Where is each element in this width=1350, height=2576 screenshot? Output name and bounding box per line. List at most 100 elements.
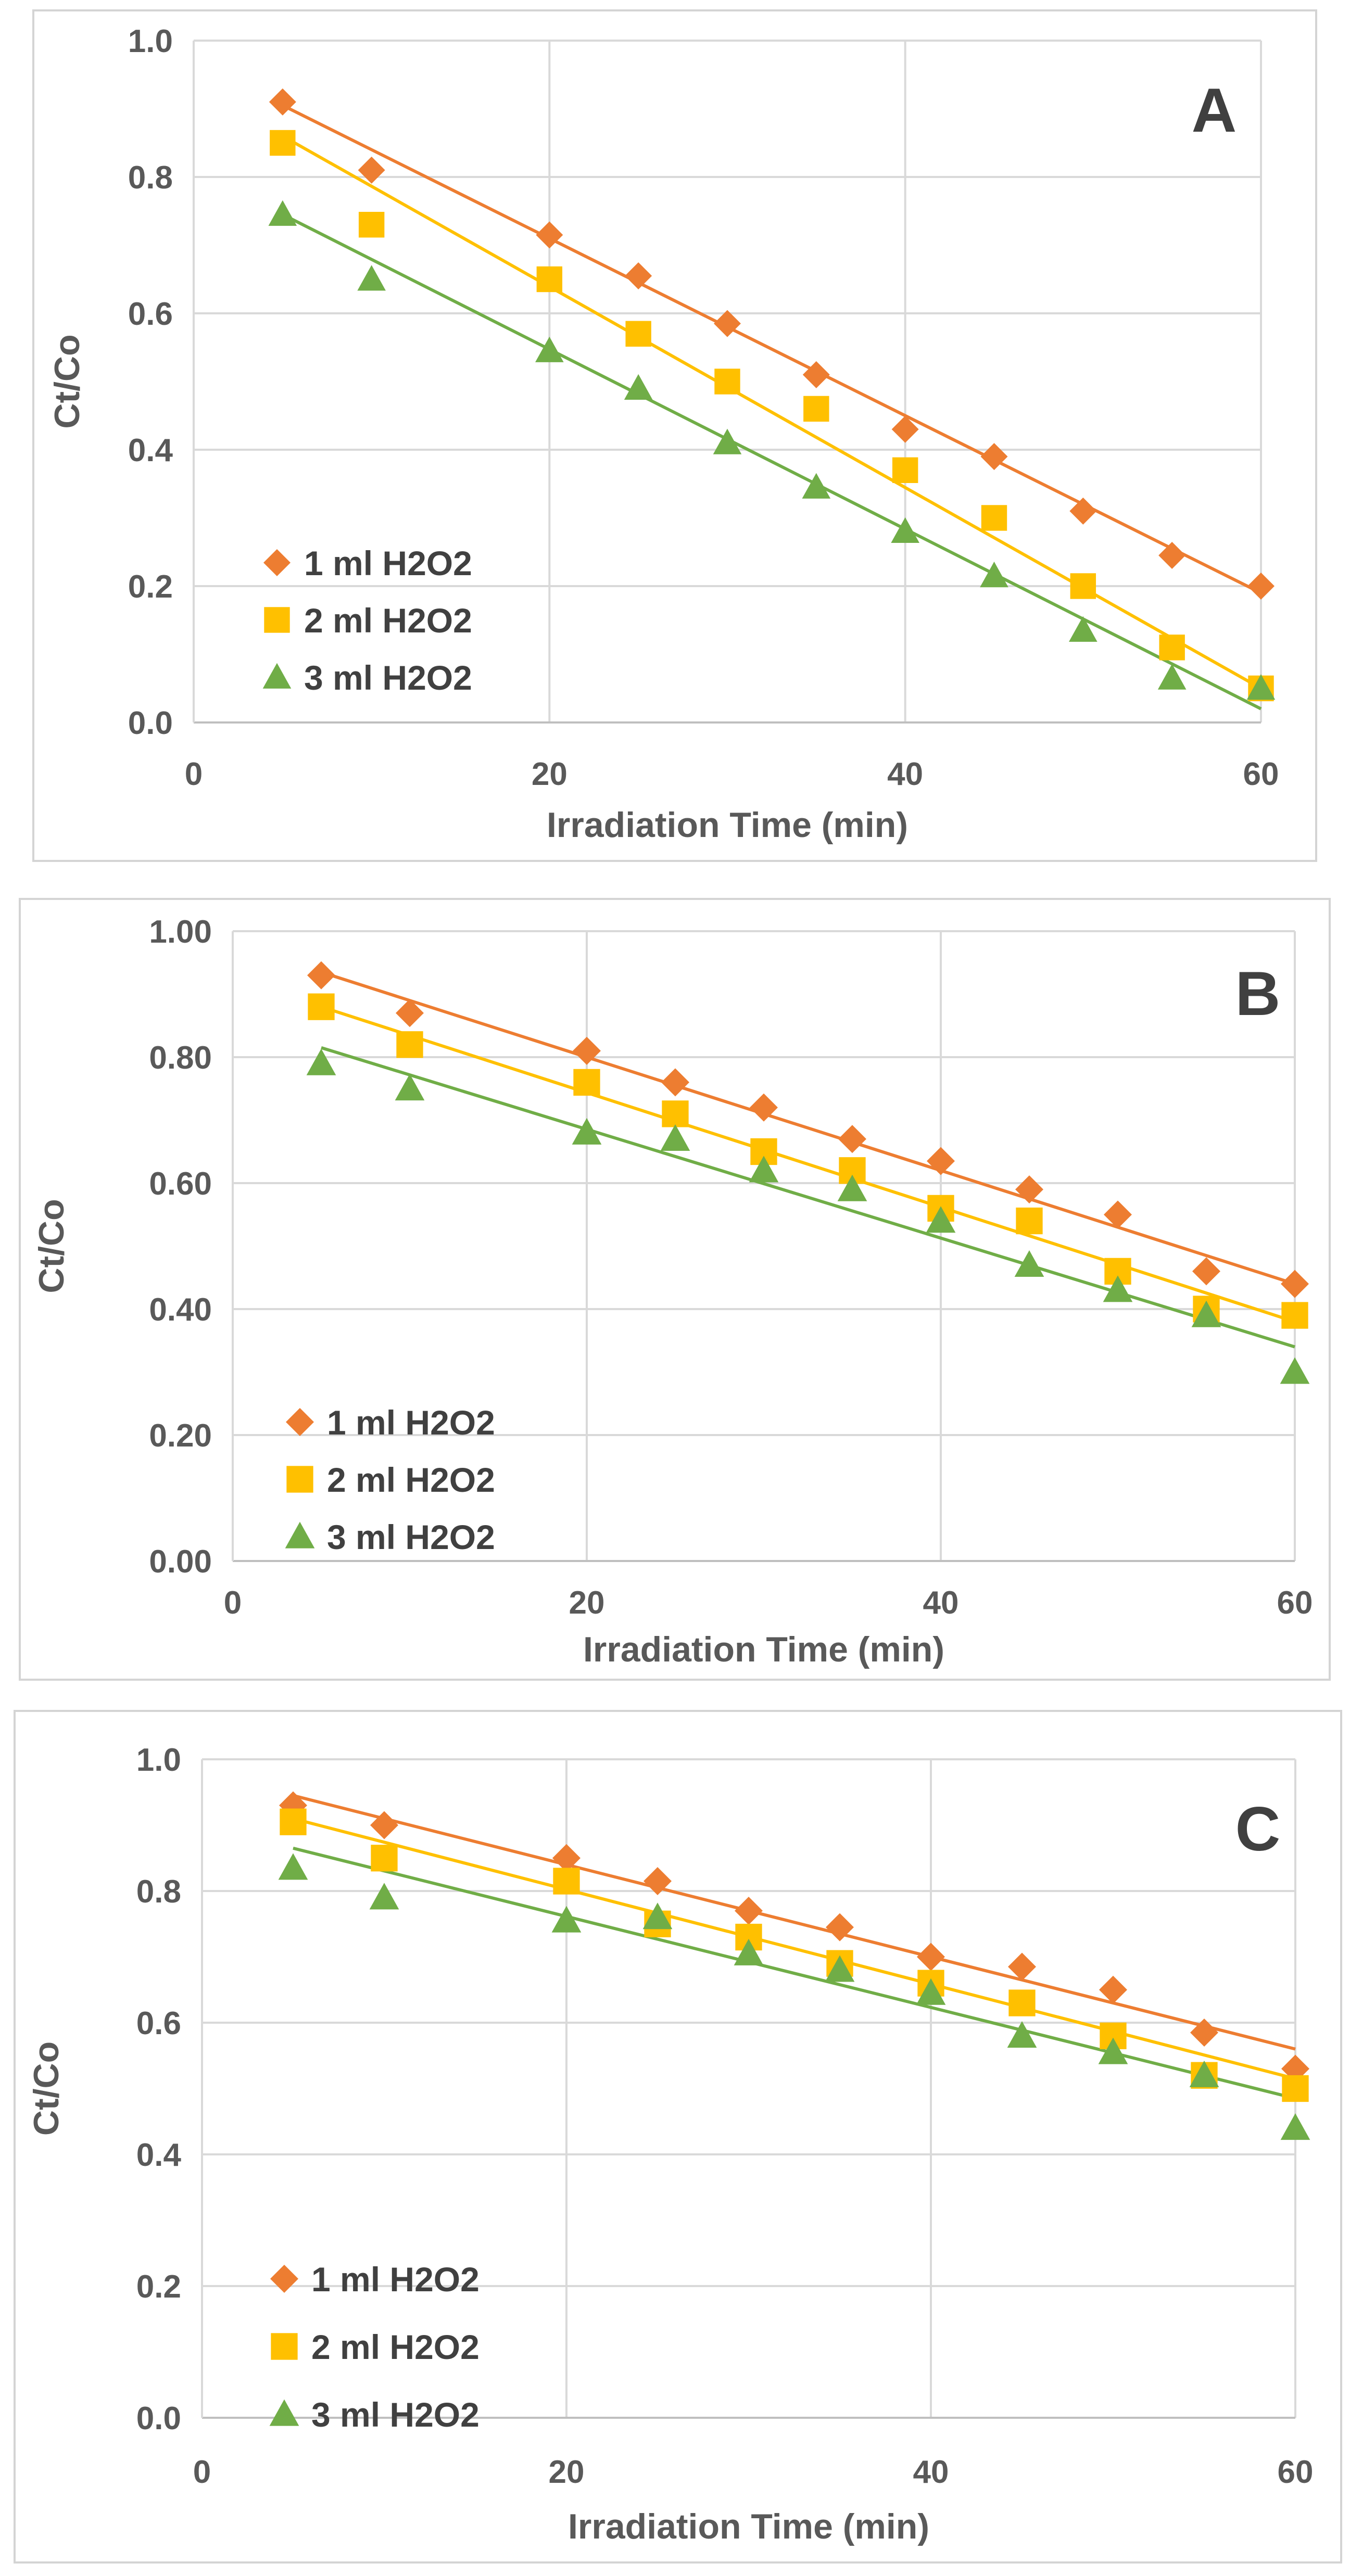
- data-point-series-1-4: [750, 1093, 778, 1122]
- data-point-series-2-6: [892, 457, 918, 483]
- data-point-series-3-9: [1157, 664, 1187, 690]
- data-point-series-3-7: [980, 562, 1008, 588]
- data-point-series-2-1: [358, 212, 385, 238]
- chart-panel-c: 0.0 0.2 0.4 0.6 0.8 1.0 0 20 40 60 Irradiation Tim…: [27, 1742, 1314, 2546]
- data-point-series-2-2: [553, 1868, 580, 1895]
- data-point-series-3-0: [278, 1853, 308, 1880]
- data-point-series-1-3: [661, 1068, 689, 1097]
- x-tick-label-1: 20: [549, 2454, 585, 2490]
- data-point-series-1-4: [735, 1896, 763, 1925]
- data-point-series-1-5: [802, 361, 830, 388]
- data-point-series-1-9: [1158, 542, 1186, 569]
- data-point-series-3-7: [1007, 2021, 1037, 2048]
- data-point-series-1-9: [1190, 2018, 1218, 2047]
- trendline-series-1: [282, 104, 1262, 594]
- chart-panel-a-frame: [32, 9, 1317, 862]
- chart-panel-a: 0.0 0.2 0.4 0.6 0.8 1.0 0 20 40 60 Irradiation Tim…: [47, 23, 1279, 845]
- data-point-series-3-6: [916, 1978, 946, 2005]
- data-point-series-1-6: [891, 415, 919, 443]
- legend-label-1: 1 ml H2O2: [311, 2260, 480, 2299]
- trendline-series-3: [282, 213, 1262, 710]
- data-point-series-2-7: [981, 505, 1007, 531]
- panel-label-c: C: [1235, 1794, 1281, 1864]
- data-point-series-1-6: [917, 1943, 945, 1971]
- data-point-series-3-1: [395, 1074, 425, 1101]
- panel-label-a: A: [1192, 75, 1237, 145]
- data-point-series-1-8: [1069, 497, 1097, 525]
- legend-label-3: 3 ml H2O2: [311, 2395, 480, 2434]
- data-point-series-3-2: [572, 1118, 602, 1145]
- legend-label-2: 2 ml H2O2: [327, 1461, 495, 1499]
- legend-marker-3: [285, 1521, 315, 1549]
- trendline-series-2: [321, 1005, 1295, 1324]
- trendline-series-2: [293, 1817, 1296, 2080]
- legend-marker-1: [263, 549, 291, 576]
- y-tick-label-1: 0.20: [149, 1418, 212, 1454]
- trendline-series-1: [293, 1794, 1296, 2051]
- data-point-series-3-6: [926, 1206, 956, 1233]
- trendline-series-3: [293, 1846, 1296, 2100]
- data-point-series-3-3: [624, 374, 653, 400]
- y-tick-label-1: 0.2: [128, 569, 173, 605]
- y-tick-label-4: 0.80: [149, 1040, 212, 1076]
- legend-label-1: 1 ml H2O2: [304, 544, 472, 582]
- data-point-series-3-0: [306, 1048, 336, 1075]
- data-point-series-1-0: [307, 961, 335, 989]
- data-point-series-2-2: [573, 1069, 600, 1096]
- data-point-series-3-8: [1069, 616, 1097, 642]
- data-point-series-3-3: [642, 1902, 673, 1930]
- data-point-series-2-10: [1282, 2075, 1309, 2102]
- data-point-series-3-2: [535, 336, 564, 362]
- y-tick-label-0: 0.00: [149, 1544, 212, 1580]
- trendline-series-1: [321, 970, 1295, 1286]
- x-tick-label-2: 40: [913, 2454, 949, 2490]
- data-point-series-1-2: [552, 1844, 581, 1872]
- data-point-series-1-3: [644, 1867, 672, 1896]
- y-axis-title: Ct/Co: [27, 2041, 66, 2136]
- data-point-series-1-1: [358, 156, 385, 184]
- x-tick-label-0: 0: [193, 2454, 211, 2490]
- data-point-series-3-5: [825, 1955, 855, 1982]
- data-point-series-1-7: [1008, 1952, 1036, 1981]
- data-point-series-1-10: [1281, 2054, 1309, 2083]
- y-tick-label-4: 0.8: [136, 1874, 181, 1910]
- data-point-series-1-4: [714, 310, 741, 337]
- data-point-series-3-1: [357, 265, 386, 291]
- legend-marker-1: [286, 1408, 314, 1436]
- data-point-series-2-1: [371, 1845, 398, 1872]
- x-tick-label-0: 0: [185, 756, 203, 792]
- data-point-series-1-3: [625, 262, 652, 289]
- y-tick-label-2: 0.40: [149, 1292, 212, 1328]
- y-tick-label-3: 0.6: [128, 296, 173, 332]
- panel-label-b: B: [1235, 959, 1281, 1029]
- data-point-series-3-9: [1189, 2060, 1219, 2087]
- legend-marker-3: [262, 663, 292, 689]
- data-point-series-3-6: [891, 517, 919, 543]
- x-tick-label-3: 60: [1243, 756, 1279, 792]
- data-point-series-3-10: [1280, 2113, 1310, 2140]
- data-point-series-3-9: [1191, 1300, 1221, 1327]
- chart-panel-b: 0.00 0.20 0.40 0.60 0.80 1.00 0 20 40 60 Irradiati…: [32, 914, 1313, 1669]
- y-tick-label-2: 0.4: [136, 2137, 182, 2173]
- y-tick-label-5: 1.0: [128, 23, 173, 59]
- data-point-series-1-1: [370, 1811, 398, 1839]
- data-point-series-3-4: [749, 1156, 779, 1183]
- x-tick-label-2: 40: [923, 1585, 959, 1621]
- legend-marker-2: [271, 2333, 298, 2360]
- data-point-series-1-1: [396, 999, 424, 1027]
- x-axis-title: Irradiation Time (min): [583, 1630, 944, 1669]
- data-point-series-2-0: [308, 993, 335, 1020]
- chart-panel-c-frame: [14, 1710, 1342, 2564]
- data-point-series-2-7: [1008, 1989, 1036, 2016]
- data-point-series-3-5: [802, 473, 831, 499]
- legend-marker-2: [264, 607, 290, 633]
- data-point-series-2-1: [396, 1031, 423, 1058]
- x-tick-label-2: 40: [887, 756, 923, 792]
- data-point-series-1-0: [279, 1791, 307, 1820]
- y-tick-label-4: 0.8: [128, 160, 173, 196]
- data-point-series-2-0: [280, 1808, 307, 1835]
- x-tick-label-1: 20: [569, 1585, 605, 1621]
- data-point-series-2-7: [1016, 1207, 1043, 1235]
- x-axis-title: Irradiation Time (min): [547, 805, 908, 845]
- x-tick-label-3: 60: [1278, 2454, 1314, 2490]
